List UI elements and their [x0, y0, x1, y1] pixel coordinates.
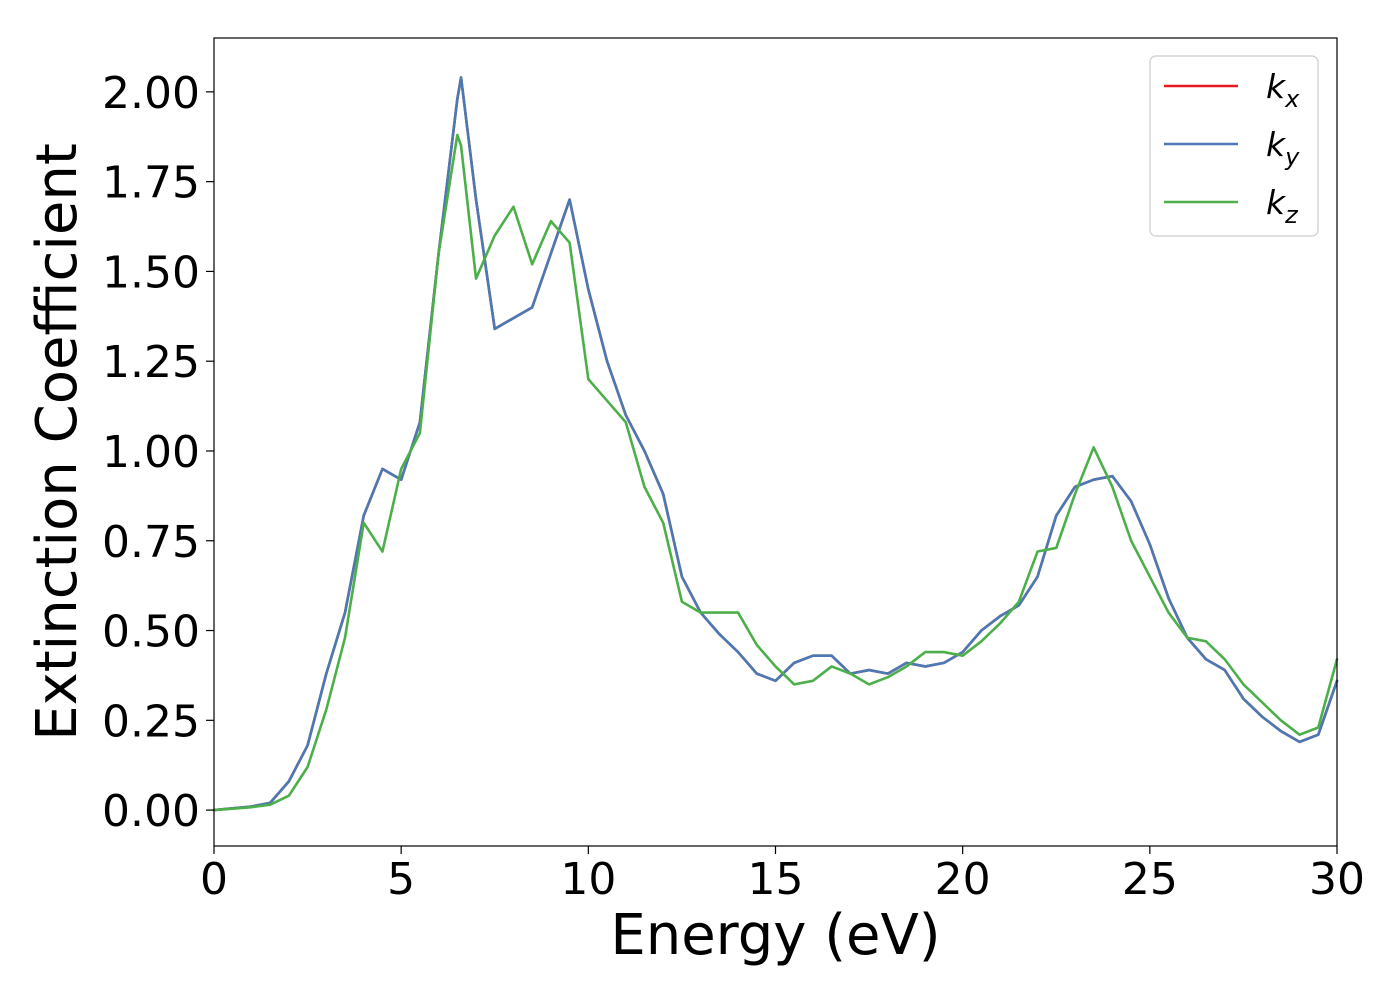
series-line-kz	[212, 133, 1339, 812]
y-tick-label: 0.75	[102, 517, 200, 568]
legend-label-ky: ky	[1266, 125, 1300, 171]
legend-box	[1149, 55, 1319, 237]
legend: kx ky kz	[1149, 55, 1319, 237]
y-tick-label: 1.75	[102, 158, 200, 209]
y-tick-label: 1.00	[102, 427, 200, 478]
series-layer	[212, 76, 1339, 812]
x-tick-label: 15	[748, 854, 804, 905]
y-tick-label: 1.50	[102, 247, 200, 298]
x-axis-label: Energy (eV)	[610, 903, 940, 968]
tick-layer: 0 5 10 15 20 25 30 0.00 0.25 0.50 0.75 1.00 1.25 1.50…	[102, 68, 1365, 905]
x-tick-label: 0	[200, 854, 228, 905]
y-tick-label: 2.00	[102, 68, 200, 119]
series-line-ky	[212, 76, 1339, 812]
x-tick-label: 20	[935, 854, 991, 905]
y-tick-label: 0.25	[102, 696, 200, 747]
y-axis-label: Extinction Coefficient	[25, 143, 90, 741]
y-tick-label: 1.25	[102, 337, 200, 388]
x-tick-label: 25	[1122, 854, 1178, 905]
y-tick-label: 0.50	[102, 607, 200, 658]
x-tick-label: 30	[1309, 854, 1365, 905]
x-tick-label: 10	[560, 854, 616, 905]
legend-label-kz: kz	[1266, 183, 1299, 229]
legend-label-kx: kx	[1266, 67, 1300, 113]
y-tick-label: 0.00	[102, 786, 200, 837]
x-tick-label: 5	[387, 854, 415, 905]
